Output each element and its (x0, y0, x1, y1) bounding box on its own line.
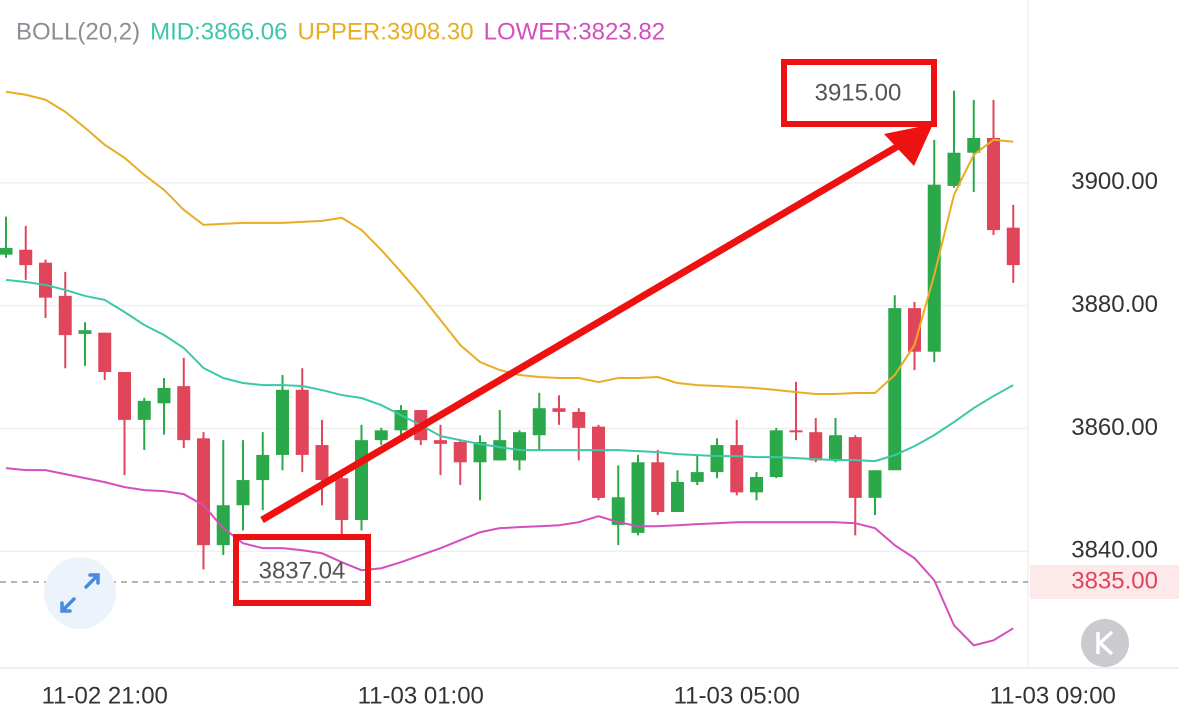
candle-body (710, 445, 724, 473)
candle-body (750, 477, 763, 493)
candle-body (809, 432, 823, 461)
candle-body (868, 470, 882, 498)
candle-body (256, 454, 270, 481)
labels: 3840.00 3860.00 3880.00 3900.00 3835.00 11-02… (42, 168, 1179, 709)
band-line (5, 278, 1014, 463)
expand-icon (60, 573, 100, 613)
y-tick-label: 3860.00 (1071, 414, 1158, 441)
candle-body (58, 295, 72, 336)
band-line (5, 467, 1014, 647)
k-button-bg (1081, 619, 1129, 667)
candle-body (295, 389, 309, 455)
candle-body (552, 408, 566, 412)
candle-body (651, 462, 665, 513)
last-price-label: 3835.00 (1071, 567, 1158, 594)
indicator-label: BOLL(20,2) (16, 18, 140, 45)
candle-body (394, 410, 408, 431)
annotation-box (781, 59, 937, 127)
last-price-bg (1030, 565, 1179, 600)
candle-body (631, 462, 645, 533)
y-tick-label: 3880.00 (1071, 291, 1158, 318)
y-tick-label: 3900.00 (1071, 168, 1158, 195)
candle-body (730, 445, 744, 493)
candle-body (829, 435, 842, 461)
candle-body (690, 472, 704, 482)
candle-body (78, 330, 92, 334)
x-tick-label: 11-03 05:00 (674, 682, 800, 709)
candle-body (611, 497, 625, 525)
candle-body (671, 481, 684, 513)
annotation-label: 3837.04 (259, 557, 346, 584)
candle-body (453, 441, 467, 463)
candle-body (197, 438, 210, 546)
candle-body (276, 389, 289, 455)
candle-body (19, 249, 33, 266)
y-tick-label: 3840.00 (1071, 537, 1158, 564)
candle-body (572, 411, 586, 428)
candles (0, 90, 1020, 570)
candle-body (137, 400, 151, 420)
grid (0, 182, 1028, 583)
x-tick-label: 11-02 21:00 (42, 682, 168, 709)
candle-body (355, 440, 368, 520)
x-tick-label: 11-03 01:00 (358, 682, 484, 709)
candle-body (315, 445, 329, 481)
x-tick-label: 11-03 09:00 (990, 682, 1116, 709)
candle-body (0, 247, 13, 255)
candle-body (1006, 227, 1020, 266)
legend-item: LOWER:3823.82 (484, 18, 665, 45)
arrow-head (884, 124, 933, 166)
candle-body (118, 371, 131, 420)
candle-body (434, 440, 447, 444)
legend-item: MID:3866.06 (150, 18, 287, 45)
annotation-label: 3915.00 (815, 79, 902, 106)
candle-body (473, 441, 487, 463)
candle-body (236, 480, 250, 506)
candle-body (908, 308, 921, 352)
candle-body (532, 408, 546, 436)
candle-body (947, 152, 961, 186)
k-icon (1096, 630, 1114, 656)
candle-body (769, 430, 783, 478)
candle-body (888, 308, 902, 471)
candle-body (789, 430, 803, 433)
expand-button-bg (44, 557, 116, 629)
candle-body (335, 478, 349, 520)
arrow-line (260, 138, 907, 524)
candle-body (848, 437, 862, 498)
candle-body (592, 426, 605, 498)
candle-body (513, 432, 526, 461)
candle-body (987, 137, 1000, 231)
candle-body (98, 332, 112, 372)
candle-body (216, 505, 230, 546)
candle-body (157, 387, 171, 404)
candle-body (967, 137, 981, 153)
expand-button[interactable] (44, 557, 116, 629)
candle-body (39, 262, 52, 298)
candle-body (177, 386, 191, 441)
k-button[interactable] (1081, 619, 1129, 667)
candle-body (927, 184, 941, 352)
candle-body (493, 440, 507, 461)
annotation-box (233, 534, 371, 606)
legend-item: UPPER:3908.30 (298, 18, 474, 45)
legend: BOLL(20,2) MID:3866.06 UPPER:3908.30 LOWER… (16, 18, 665, 45)
candle-body (374, 430, 388, 441)
